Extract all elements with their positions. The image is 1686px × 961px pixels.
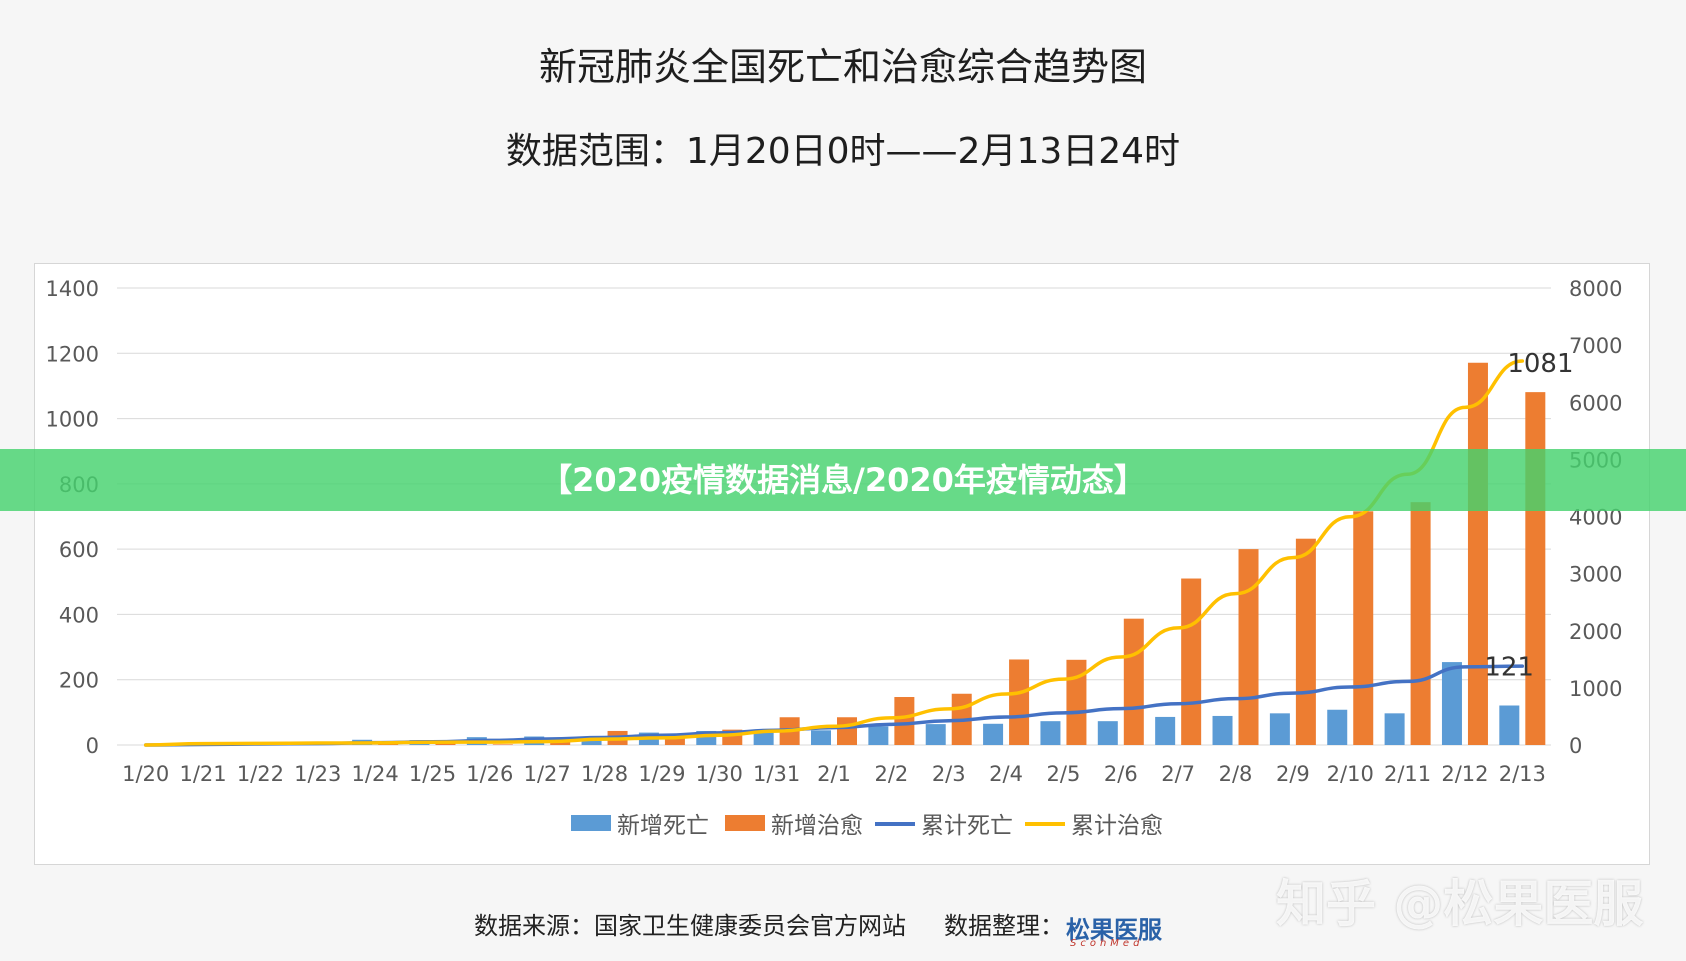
x-tick-label: 1/27 (524, 762, 571, 786)
legend-label: 新增治愈 (771, 813, 863, 839)
bar-new-deaths (1499, 705, 1520, 745)
legend-label: 新增死亡 (617, 813, 709, 839)
combo-chart: 0200400600800100012001400010002000300040… (46, 277, 1623, 839)
y-left-tick-label: 1400 (46, 277, 99, 301)
bar-new-deaths (753, 729, 774, 745)
legend-swatch (571, 815, 611, 831)
banner-text: 【2020疫情数据消息/2020年疫情动态】 (540, 461, 1146, 499)
y-left-tick-label: 400 (59, 603, 99, 627)
bar-new-deaths (1384, 713, 1405, 745)
x-tick-label: 1/21 (179, 762, 226, 786)
line-cumulative-recoveries (143, 359, 1525, 747)
y-left-tick-label: 1200 (46, 342, 99, 366)
bar-new-deaths (1441, 662, 1462, 745)
bar-new-recoveries (894, 697, 915, 745)
bar-new-recoveries (492, 744, 513, 745)
y-right-tick-label: 8000 (1569, 277, 1622, 301)
x-tick-label: 2/7 (1161, 762, 1195, 786)
bar-new-deaths (1155, 716, 1176, 745)
data-label-1081: 1081 (1507, 349, 1573, 379)
bar-new-recoveries (1123, 618, 1144, 745)
x-tick-label: 2/10 (1327, 762, 1374, 786)
bar-new-recoveries (1525, 392, 1546, 745)
y-left-tick-label: 0 (86, 734, 99, 758)
x-tick-label: 2/6 (1104, 762, 1138, 786)
bar-new-deaths (1040, 721, 1061, 745)
x-tick-label: 1/22 (237, 762, 284, 786)
chart-area: 0200400600800100012001400010002000300040… (34, 263, 1650, 865)
y-right-tick-label: 3000 (1569, 563, 1622, 587)
x-tick-label: 2/3 (932, 762, 966, 786)
bar-new-recoveries (1467, 362, 1488, 745)
bar-new-deaths (868, 726, 889, 745)
legend-label: 累计治愈 (1071, 813, 1163, 839)
data-source-note: 数据来源：国家卫生健康委员会官方网站 (474, 912, 906, 940)
bar-new-deaths (1269, 713, 1290, 745)
legend-label: 累计死亡 (921, 813, 1013, 839)
data-organizer-label: 数据整理： (944, 912, 1064, 940)
bar-new-deaths (1212, 715, 1233, 745)
chart-title: 新冠肺炎全国死亡和治愈综合趋势图 (538, 45, 1147, 89)
x-tick-label: 1/29 (638, 762, 685, 786)
bar-new-recoveries (1009, 659, 1030, 745)
y-right-tick-label: 2000 (1569, 620, 1622, 644)
data-label-121: 121 (1484, 653, 1534, 683)
watermark: 知乎 @松果医服 (1276, 875, 1644, 933)
x-tick-label: 2/2 (874, 762, 908, 786)
y-right-tick-label: 6000 (1569, 391, 1622, 415)
y-left-tick-label: 200 (59, 669, 99, 693)
x-tick-label: 2/5 (1047, 762, 1081, 786)
x-tick-label: 1/26 (466, 762, 513, 786)
x-tick-label: 1/20 (122, 762, 169, 786)
bar-new-deaths (811, 730, 831, 745)
y-right-tick-label: 1000 (1569, 677, 1622, 701)
logo-text: 松果医服 (1066, 916, 1162, 944)
bar-new-recoveries (664, 738, 685, 745)
bar-new-recoveries (1410, 502, 1431, 745)
bar-new-deaths (1327, 709, 1348, 745)
chart-subtitle: 数据范围：1月20日0时——2月13日24时 (505, 131, 1181, 172)
bar-new-recoveries (837, 717, 857, 745)
bar-new-recoveries (1353, 511, 1374, 745)
bar-new-deaths (1097, 721, 1118, 745)
bar-new-recoveries (1181, 578, 1202, 745)
y-left-tick-label: 1000 (46, 408, 99, 432)
x-tick-label: 2/9 (1276, 762, 1310, 786)
x-tick-label: 1/25 (409, 762, 456, 786)
bar-new-deaths (983, 723, 1004, 745)
logo-subtext: ScohMed (1070, 938, 1144, 949)
bar-new-recoveries (1295, 538, 1316, 745)
y-left-tick-label: 600 (59, 538, 99, 562)
bar-new-recoveries (1066, 659, 1087, 745)
x-tick-label: 2/1 (817, 762, 851, 786)
brand-logo: 松果医服 ScohMed (1066, 888, 1196, 949)
x-tick-label: 2/8 (1219, 762, 1253, 786)
bar-new-recoveries (550, 742, 571, 745)
y-right-tick-label: 0 (1569, 734, 1582, 758)
x-tick-label: 1/24 (352, 762, 399, 786)
x-tick-label: 1/23 (294, 762, 341, 786)
x-tick-label: 2/12 (1441, 762, 1488, 786)
x-tick-label: 1/31 (753, 762, 800, 786)
y-right-tick-label: 7000 (1569, 334, 1622, 358)
x-tick-label: 2/4 (989, 762, 1023, 786)
x-tick-label: 1/28 (581, 762, 628, 786)
x-tick-label: 2/13 (1499, 762, 1546, 786)
legend-swatch (725, 815, 765, 831)
overlay-banner (0, 449, 1686, 511)
bar-new-recoveries (1238, 549, 1259, 745)
x-tick-label: 1/30 (696, 762, 743, 786)
bar-new-deaths (925, 724, 946, 745)
x-tick-label: 2/11 (1384, 762, 1431, 786)
